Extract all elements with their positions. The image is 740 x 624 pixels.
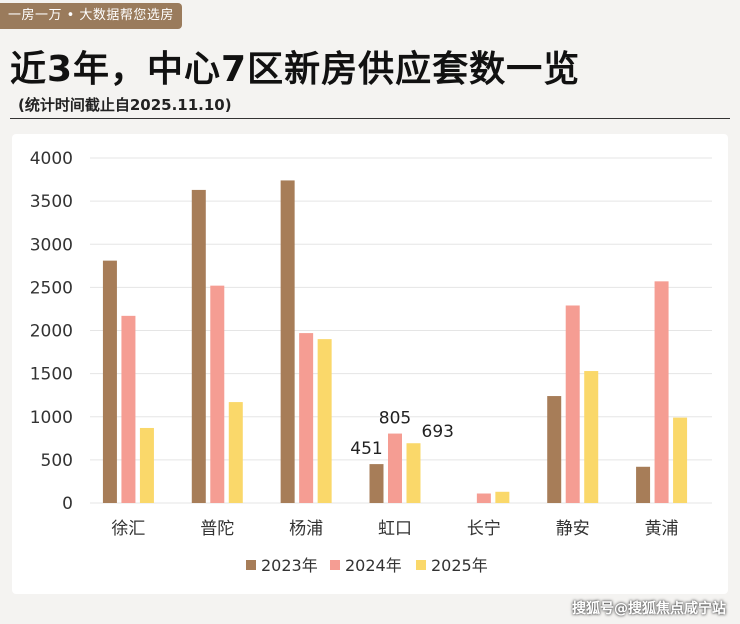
bar-2025年-普陀 [228,402,243,503]
data-labels: 451 805 693 [350,409,454,460]
y-tick-label: 3000 [30,235,73,255]
bar-2023年-杨浦 [280,180,295,504]
y-tick-label: 3500 [30,192,73,212]
y-tick-label: 4000 [30,149,73,169]
y-tick-label: 2500 [30,278,73,298]
legend-swatch [416,560,426,570]
legend-label: 2025年 [431,556,488,575]
bars [102,180,688,504]
legend-label: 2024年 [345,556,402,575]
x-tick-label: 虹口 [378,519,412,539]
y-tick-label: 0 [62,494,73,514]
y-tick-label: 500 [41,451,73,471]
bar-2023年-徐汇 [102,260,117,503]
y-axis-ticks: 0 500 1000 1500 2000 2500 3000 3500 4000 [30,149,73,514]
bar-2024年-徐汇 [121,315,136,503]
bar-2025年-黄浦 [673,417,688,503]
page-title: 近3年，中心7区新房供应套数一览 [10,49,581,90]
x-axis-ticks: 徐汇 普陀 杨浦 虹口 长宁 静安 黄浦 [111,519,678,539]
x-tick-label: 徐汇 [111,519,145,539]
legend: 2023年 2024年 2025年 [246,556,488,575]
y-tick-label: 2000 [30,322,73,342]
legend-label: 2023年 [261,556,318,575]
bar-2025年-徐汇 [139,427,154,503]
x-tick-label: 长宁 [467,519,501,539]
x-tick-label: 黄浦 [645,519,679,539]
title-divider [10,118,730,119]
bar-2024年-杨浦 [299,333,314,503]
legend-swatch [330,560,340,570]
bar-2024年-静安 [565,305,580,503]
bar-2023年-普陀 [191,189,206,503]
bar-2025年-虹口 [406,443,421,503]
data-label: 451 [350,439,382,459]
x-tick-label: 静安 [556,519,590,539]
footer-watermark: 搜狐号@搜狐焦点咸宁站 [572,601,726,617]
bar-2024年-黄浦 [654,281,669,503]
bar-2024年-普陀 [210,285,225,503]
legend-swatch [246,560,256,570]
bar-2025年-杨浦 [317,339,332,503]
page-subtitle: (统计时间截止自2025.11.10) [18,96,232,114]
bar-2025年-长宁 [495,491,510,503]
x-tick-label: 杨浦 [289,519,323,539]
bar-2023年-黄浦 [636,466,651,503]
brand-tag: 一房一万 • 大数据帮您选房 [0,3,182,29]
x-tick-label: 普陀 [200,519,234,539]
bar-2023年-静安 [547,396,562,503]
data-label: 693 [422,422,454,442]
bar-2024年-长宁 [476,493,491,503]
y-tick-label: 1000 [30,408,73,428]
bar-2024年-虹口 [388,433,402,503]
bar-2023年-虹口 [369,464,384,503]
bar-2025年-静安 [584,371,599,503]
data-label: 805 [379,409,411,429]
y-tick-label: 1500 [30,365,73,385]
